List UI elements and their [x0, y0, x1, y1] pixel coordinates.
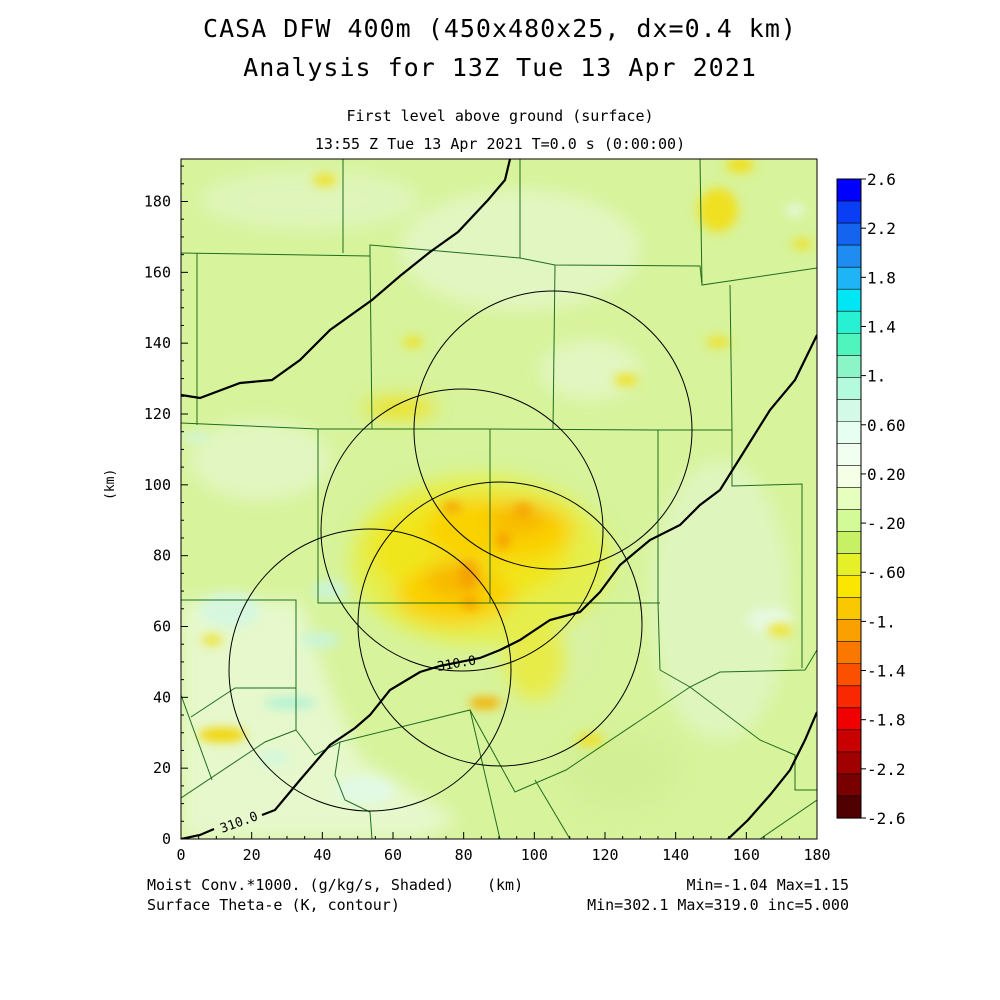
colorbar-swatch [837, 355, 861, 378]
x-tick-label: 60 [384, 846, 402, 864]
colorbar-label: -2.2 [867, 760, 906, 779]
colorbar-swatch [837, 223, 861, 246]
colorbar-swatch [837, 179, 861, 202]
colorbar-swatch [837, 773, 861, 797]
colorbar-swatch [837, 531, 861, 555]
colorbar-label: 1. [867, 367, 886, 386]
x-tick-label: 140 [662, 846, 689, 864]
colorbar-swatch [837, 641, 861, 665]
x-tick-label: 180 [803, 846, 830, 864]
colorbar-label: -.20 [867, 514, 906, 533]
y-tick-label: 140 [144, 334, 171, 352]
y-tick-label: 0 [162, 830, 171, 848]
y-tick-label: 160 [144, 263, 171, 281]
level-subtitle: First level above ground (surface) [346, 107, 654, 125]
colorbar-label: 0.60 [867, 416, 906, 435]
contour-range: Min=302.1 Max=319.0 inc=5.000 [587, 896, 849, 914]
colorbar-label: -1.8 [867, 711, 906, 730]
colorbar-label: 2.6 [867, 170, 896, 189]
colorbar-swatch [837, 685, 861, 709]
colorbar-label: -2.6 [867, 809, 906, 828]
x-tick-label: 120 [591, 846, 618, 864]
colorbar-swatch [837, 245, 861, 268]
colorbar-swatch [837, 487, 861, 511]
y-axis: 0 20 40 60 80 100 120 140 160 180 [144, 165, 188, 848]
colorbar-swatch [837, 707, 861, 731]
radar-range-rings [228, 290, 693, 812]
x-axis: 0 20 40 60 80 100 120 140 160 180 [176, 832, 831, 864]
x-tick-label: 40 [313, 846, 331, 864]
theta-e-contours [181, 159, 817, 839]
colorbar-swatch [837, 795, 861, 819]
contour-label: 310.0 [436, 653, 477, 675]
colorbar-swatch [837, 575, 861, 599]
colorbar-swatch [837, 509, 861, 533]
colorbar-swatch [837, 333, 861, 356]
x-tick-label: 160 [733, 846, 760, 864]
shaded-field: 310.0 310.0 [181, 159, 817, 839]
colorbar-swatch [837, 729, 861, 753]
shaded-range: Min=-1.04 Max=1.15 [686, 876, 849, 894]
colorbar-swatch [837, 311, 861, 334]
y-tick-label: 100 [144, 476, 171, 494]
colorbar-label: 1.8 [867, 268, 896, 287]
x-axis-label: (km) [487, 876, 524, 894]
colorbar: 2.6 2.2 1.8 1.4 1. 0.60 0.20 -.20 -.60 -1. -1.4 -1.… [836, 170, 906, 828]
y-tick-label: 20 [153, 759, 171, 777]
colorbar-swatch [837, 663, 861, 687]
colorbar-label: -.60 [867, 563, 906, 582]
shaded-field-caption: Moist Conv.*1000. (g/kg/s, Shaded) [147, 876, 455, 894]
y-tick-label: 80 [153, 547, 171, 565]
colorbar-label: 1.4 [867, 317, 896, 336]
colorbar-swatch [837, 201, 861, 224]
colorbar-swatch [837, 619, 861, 643]
colorbar-swatch [837, 751, 861, 775]
colorbar-swatch [837, 377, 861, 400]
y-tick-label: 180 [144, 193, 171, 211]
x-tick-label: 80 [455, 846, 473, 864]
colorbar-swatch [837, 421, 861, 445]
colorbar-swatch [837, 399, 861, 422]
contour-field-caption: Surface Theta-e (K, contour) [147, 896, 400, 914]
colorbar-swatch [837, 597, 861, 621]
y-tick-label: 120 [144, 405, 171, 423]
county-boundaries [181, 159, 817, 839]
colorbar-swatch [837, 267, 861, 290]
x-tick-label: 20 [243, 846, 261, 864]
x-tick-label: 100 [521, 846, 548, 864]
y-tick-label: 60 [153, 618, 171, 636]
colorbar-swatch [837, 289, 861, 312]
colorbar-swatch [837, 443, 861, 467]
colorbar-label: 0.20 [867, 465, 906, 484]
colorbar-label: -1.4 [867, 662, 906, 681]
colorbar-swatch [837, 553, 861, 577]
plot-title-time: Analysis for 13Z Tue 13 Apr 2021 [243, 53, 757, 82]
colorbar-label: -1. [867, 612, 896, 631]
y-tick-label: 40 [153, 688, 171, 706]
x-tick-label: 0 [176, 846, 185, 864]
colorbar-frame [836, 178, 862, 819]
colorbar-label: 2.2 [867, 219, 896, 238]
colorbar-swatch [837, 465, 861, 489]
plot-title: CASA DFW 400m (450x480x25, dx=0.4 km) [203, 14, 797, 43]
time-subtitle: 13:55 Z Tue 13 Apr 2021 T=0.0 s (0:00:00… [314, 135, 686, 153]
